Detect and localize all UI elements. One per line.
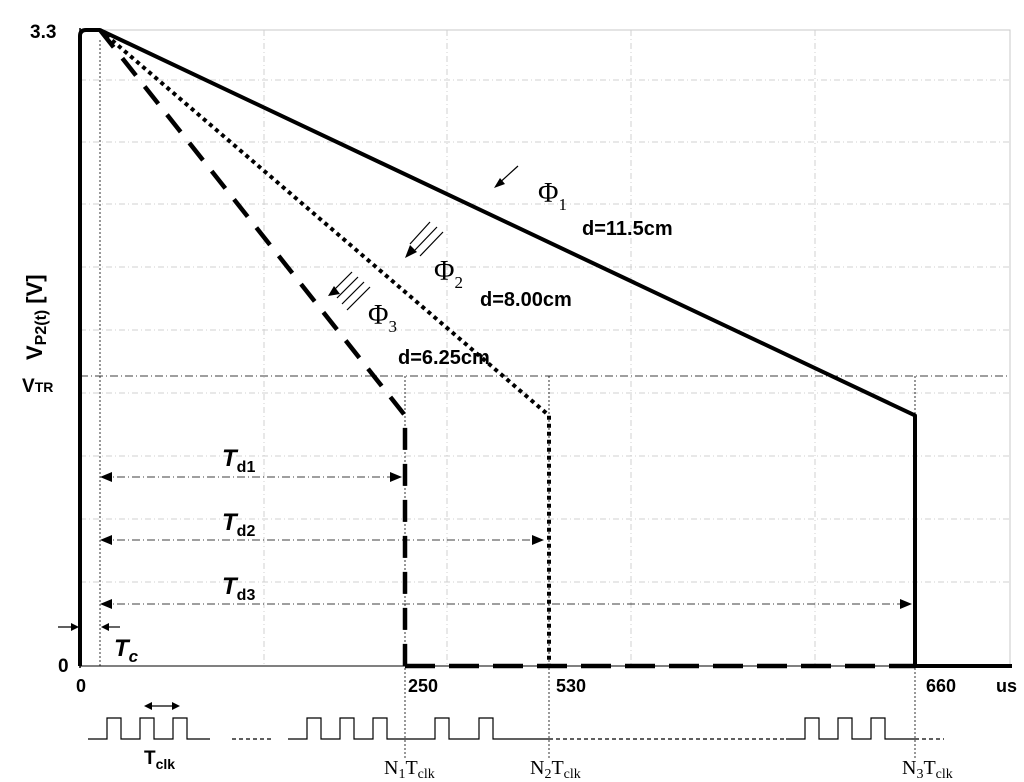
vtr-label: VTR [22,376,53,397]
td3-arrow-left [100,599,112,609]
phi1-arrow-head [494,178,505,188]
grid [80,30,1010,666]
td3-label-main: T [222,573,239,600]
td1-label: Td1 [222,445,255,476]
phi2-distance-label: d=8.00cm [480,289,572,311]
td3-arrow-right [900,599,912,609]
td3-label: Td3 [222,573,255,604]
phi2-symbol: Φ2 [434,256,463,292]
series-phi3-dashed [98,28,408,666]
phi2-ray-1 [409,221,431,245]
y-zero-label: 0 [58,656,69,677]
x-tick-label-530: 530 [556,676,586,696]
clock-wave-segment [288,717,405,740]
n3-prefix: N [902,757,916,779]
x-unit-label: us [996,676,1017,696]
tc-arrow-right [101,623,109,631]
n3-sub: clk [936,767,953,782]
x-tick-label-250: 250 [408,676,438,696]
n2-index: 2 [544,767,551,782]
n1-main: T [405,757,417,779]
td2-arrow-left [100,535,112,545]
phi3-arrow-head [328,286,340,296]
phi1-symbol: Φ1 [538,178,567,214]
phi2-symbol-index: 2 [454,273,463,292]
x-tick-label-660: 660 [926,676,956,696]
phi3-ray-3 [341,281,365,305]
y-axis-title: VP2(t) [V] [22,274,50,360]
phi3-symbol-index: 3 [388,317,397,336]
n2-tclk-label: N2Tclk [530,757,581,782]
td1-arrow-left [100,472,112,482]
y-top-label: 3.3 [30,22,56,43]
y-axis-title-sub: P2(t) [33,310,50,346]
phi3-symbol-main: Φ [368,300,388,331]
tclk-label-sub: clk [156,756,176,772]
tc-label-main: T [114,635,131,662]
tclk-arrow-right [172,702,180,710]
phi3-distance-label: d=6.25cm [398,347,490,369]
n1-index: 1 [398,767,405,782]
tc-label-sub: c [129,647,139,666]
clock-wave-segment [405,717,549,740]
plot-frame [79,29,1011,667]
td2-label: Td2 [222,509,255,540]
phi1-symbol-index: 1 [558,195,567,214]
phi3-ray-2 [336,276,359,299]
td1-label-main: T [222,445,239,472]
td2-label-sub: d2 [237,523,256,540]
phi3-ray-4 [346,286,371,311]
n2-sub: clk [564,767,581,782]
td2-arrow-right [532,535,544,545]
clock-waveforms [88,717,944,740]
tc-label: Tc [114,635,139,666]
td2-label-main: T [222,509,239,536]
phi3-symbol: Φ3 [368,300,397,336]
phi1-distance-label: d=11.5cm [582,218,673,240]
tclk-arrow-left [144,702,152,710]
td1-label-sub: d1 [237,459,256,476]
tclk-label-main: T [144,748,156,769]
vtr-label-main: V [22,376,35,397]
tc-arrow-left [71,623,79,631]
clock-wave-segment [786,717,915,740]
phi2-arrow-head [405,245,417,258]
phi2-ray-2 [414,226,438,251]
vtr-label-sub: TR [35,379,54,395]
td1-arrow-right [390,472,402,482]
n3-tclk-label: N3Tclk [902,757,953,782]
n1-prefix: N [384,757,398,779]
n3-main: T [923,757,935,779]
n2-main: T [551,757,563,779]
clock-wave-segment [88,717,210,740]
n3-index: 3 [916,767,923,782]
n2-prefix: N [530,757,544,779]
tclk-label: Tclk [144,748,175,772]
phi1-symbol-main: Φ [538,178,558,209]
phi2-ray-3 [419,231,444,257]
y-axis-title-main: V [22,345,47,360]
n1-sub: clk [418,767,435,782]
series-phi1-solid [78,28,1012,668]
x-tick-label-0: 0 [76,676,86,696]
phi2-symbol-main: Φ [434,256,454,287]
td3-label-sub: d3 [237,587,256,604]
y-axis-title-unit: [V] [22,274,47,303]
n1-tclk-label: N1Tclk [384,757,435,782]
